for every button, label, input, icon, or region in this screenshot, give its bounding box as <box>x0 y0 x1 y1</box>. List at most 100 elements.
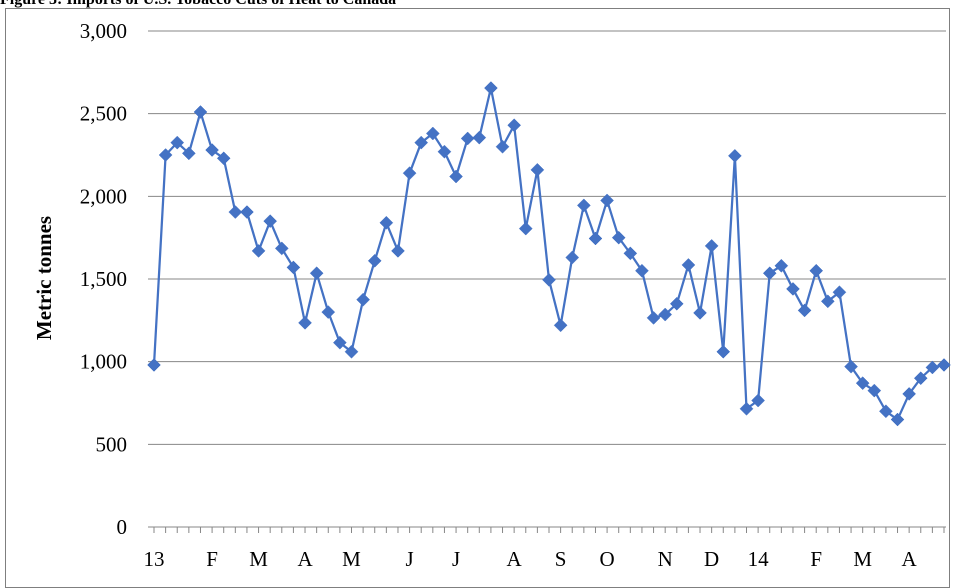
x-tick-labels: 13 F M A M J J A S O N D 14 F M A <box>144 547 918 571</box>
data-point-marker <box>890 412 905 427</box>
data-point-marker <box>298 315 312 330</box>
x-tick-label: M <box>853 547 872 571</box>
x-tick-label: A <box>902 547 918 571</box>
data-point-marker <box>867 383 882 398</box>
data-point-marker <box>484 81 498 95</box>
data-point-marker <box>855 376 870 391</box>
data-point-marker <box>797 303 812 318</box>
data-point-marker <box>228 205 243 219</box>
data-point-marker <box>669 296 684 311</box>
data-point-marker <box>600 193 614 208</box>
data-point-marker <box>263 214 278 228</box>
data-point-marker <box>240 205 254 219</box>
data-point-marker <box>402 166 417 181</box>
y-tick-label: 2,500 <box>80 102 127 126</box>
x-tick-label: O <box>600 547 615 571</box>
data-point-marker <box>542 272 556 287</box>
data-point-marker <box>913 371 928 386</box>
x-tick-label: D <box>704 547 719 571</box>
x-tick-label: J <box>405 547 413 571</box>
data-point-marker <box>762 266 777 281</box>
y-tick-label: 1,500 <box>80 267 127 291</box>
data-point-marker <box>635 263 649 278</box>
data-point-marker <box>460 131 475 146</box>
x-tick-label: S <box>555 547 567 571</box>
x-tick-label: 13 <box>144 547 165 571</box>
data-point-marker <box>820 294 835 309</box>
data-point-marker <box>158 148 173 162</box>
data-point-marker <box>832 285 847 300</box>
data-point-marker <box>809 263 824 278</box>
data-point-marker <box>391 244 405 258</box>
data-point-marker <box>321 305 336 319</box>
data-point-marker <box>716 344 731 359</box>
data-point-marker <box>879 404 893 419</box>
data-point-marker <box>205 143 219 157</box>
data-point-marker <box>216 151 231 166</box>
data-point-marker <box>728 148 742 163</box>
y-tick-label: 500 <box>96 432 128 456</box>
x-tick-label: F <box>810 547 822 571</box>
data-point-marker <box>170 135 185 150</box>
data-point-marker <box>693 306 707 320</box>
data-point-marker <box>623 246 638 261</box>
data-point-marker <box>193 105 208 119</box>
x-tick-label: M <box>342 547 361 571</box>
data-point-marker <box>472 130 487 145</box>
data-point-marker <box>414 135 429 150</box>
data-point-marker <box>367 253 382 268</box>
data-point-marker <box>902 387 917 401</box>
data-point-marker <box>565 250 580 265</box>
data-point-marker <box>495 139 510 154</box>
data-point-marker <box>751 393 765 408</box>
data-point-marker <box>356 292 370 307</box>
data-point-marker <box>925 360 940 375</box>
y-tick-label: 0 <box>117 515 128 539</box>
series-markers <box>147 81 951 427</box>
figure-caption: Figure 3: Imports of U.S. Tobacco Cuts o… <box>0 0 396 9</box>
y-tick-label: 2,000 <box>80 184 127 208</box>
data-point-marker <box>251 244 266 258</box>
data-point-marker <box>844 359 858 374</box>
data-point-marker <box>274 241 289 256</box>
data-point-marker <box>181 146 196 161</box>
x-tick-label: A <box>297 547 313 571</box>
data-point-marker <box>437 144 452 159</box>
data-point-marker <box>286 260 301 275</box>
x-tick-label: A <box>507 547 523 571</box>
data-point-marker <box>147 358 161 372</box>
data-point-marker <box>449 169 463 184</box>
series-line <box>152 87 945 422</box>
data-point-marker <box>937 358 951 372</box>
x-tick-label: J <box>452 547 460 571</box>
data-point-marker <box>553 318 568 333</box>
gridlines <box>148 30 946 445</box>
data-point-marker <box>333 335 347 350</box>
x-tick-label: M <box>249 547 268 571</box>
y-axis-label: Metric tonnes <box>32 216 56 340</box>
data-point-marker <box>507 118 522 133</box>
y-tick-labels: 0 500 1,000 1,500 2,000 2,500 3,000 <box>80 19 127 539</box>
data-point-marker <box>646 310 661 325</box>
data-point-marker <box>309 266 324 281</box>
data-point-marker <box>739 401 754 416</box>
x-tick-label: F <box>206 547 218 571</box>
data-point-marker <box>588 231 603 246</box>
data-point-marker <box>530 163 545 177</box>
y-tick-label: 3,000 <box>80 19 127 43</box>
data-point-marker <box>786 282 800 296</box>
data-point-marker <box>425 126 440 141</box>
data-point-marker <box>704 239 719 253</box>
data-point-marker <box>611 230 626 245</box>
y-tick-label: 1,000 <box>80 350 127 374</box>
data-point-marker <box>774 258 789 273</box>
data-point-marker <box>576 198 591 213</box>
x-axis <box>148 526 946 533</box>
x-tick-label: N <box>658 547 673 571</box>
data-point-marker <box>658 307 673 322</box>
x-tick-label: 14 <box>748 547 770 571</box>
data-point-marker <box>379 215 394 230</box>
data-point-marker <box>344 344 359 359</box>
data-point-marker <box>681 258 696 272</box>
